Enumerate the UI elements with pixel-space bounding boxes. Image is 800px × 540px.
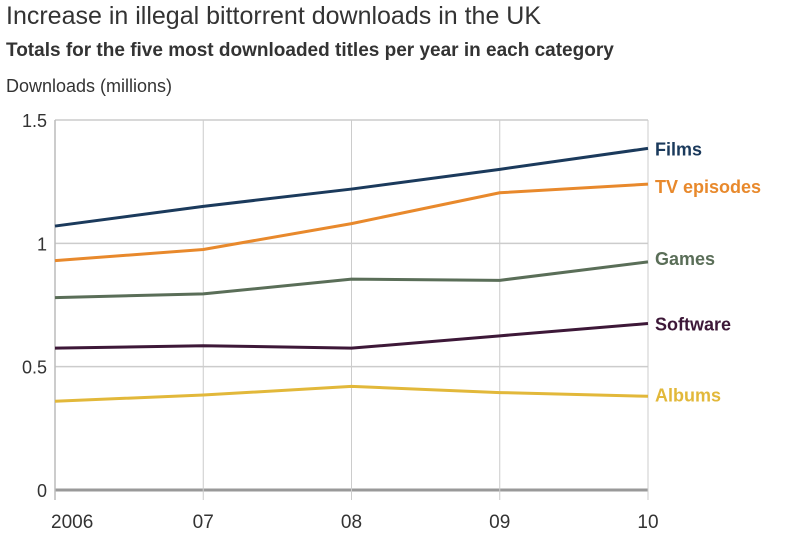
chart-title: Increase in illegal bittorrent downloads… (6, 2, 542, 30)
y-tick-label: 1.5 (22, 111, 47, 131)
chart-subtitle: Totals for the five most downloaded titl… (6, 40, 614, 61)
x-tick-label: 10 (637, 512, 658, 533)
y-tick-label: 0.5 (22, 358, 47, 378)
series-label-software: Software (655, 315, 731, 335)
series-label-tv-episodes: TV episodes (655, 177, 761, 197)
x-tick-label: 07 (193, 512, 214, 533)
y-tick-label: 1 (37, 234, 47, 254)
series-label-games: Games (655, 249, 715, 269)
x-tick-label: 09 (489, 512, 510, 533)
x-tick-label: 2006 (51, 512, 93, 533)
x-tick-label: 08 (341, 512, 362, 533)
series-label-films: Films (655, 139, 702, 159)
series-label-albums: Albums (655, 385, 721, 405)
y-tick-label: 0 (37, 481, 47, 501)
y-axis-label: Downloads (millions) (6, 76, 173, 96)
